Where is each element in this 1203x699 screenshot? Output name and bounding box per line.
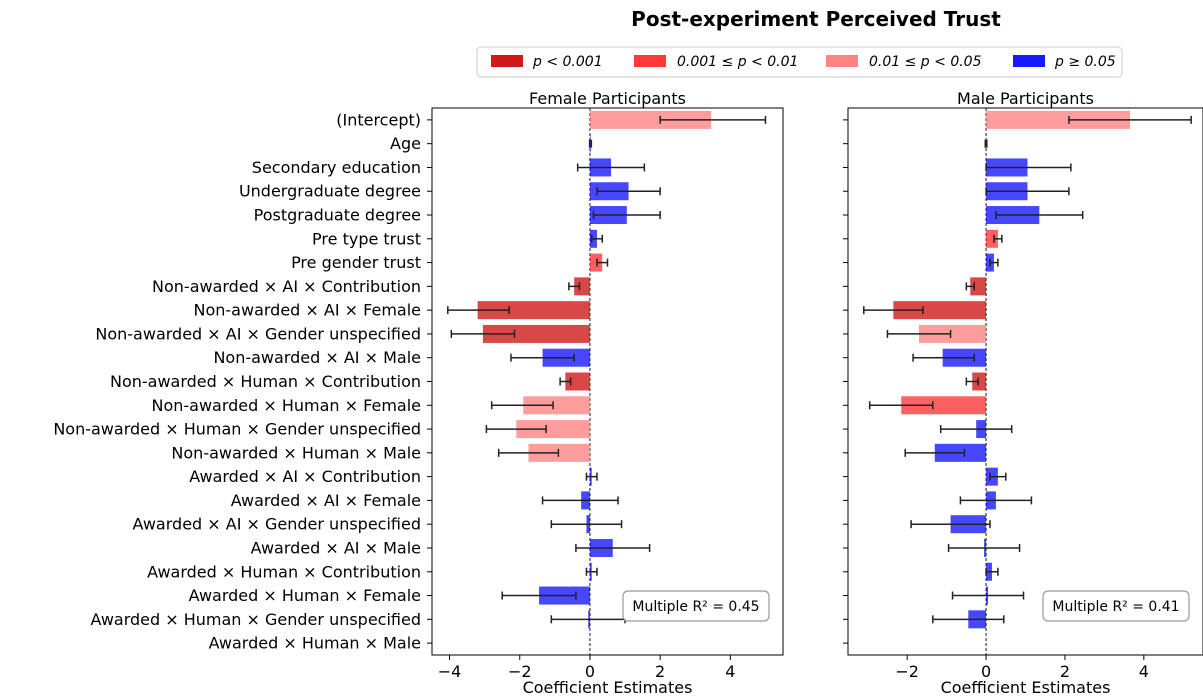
bar bbox=[589, 110, 712, 129]
bar bbox=[893, 301, 987, 320]
bar bbox=[477, 301, 590, 320]
bar bbox=[574, 277, 590, 296]
x-tick-label: 2 bbox=[655, 662, 665, 681]
x-axis-label: Coefficient Estimates bbox=[523, 678, 693, 697]
x-tick-label: −2 bbox=[895, 662, 919, 681]
x-tick-label: −2 bbox=[508, 662, 532, 681]
legend-swatch-p01 bbox=[634, 55, 666, 67]
x-tick-label: −4 bbox=[438, 662, 462, 681]
bar bbox=[972, 372, 987, 391]
r2-box bbox=[1042, 590, 1190, 622]
bar bbox=[901, 396, 987, 415]
y-tick-label: Awarded × Human × Male bbox=[209, 634, 421, 653]
y-tick-label: Undergraduate degree bbox=[239, 182, 421, 201]
legend-frame bbox=[476, 46, 1123, 78]
legend-swatch-p001 bbox=[491, 55, 523, 67]
bar bbox=[970, 277, 987, 296]
panel-0: Female Participants −4 −2 0 2 4 Coefficient Es… bbox=[427, 89, 784, 697]
y-tick-label: Age bbox=[390, 134, 421, 153]
y-axis-labels: (Intercept) Age Secondary education Undergr… bbox=[53, 110, 421, 652]
y-tick-label: Non-awarded × Human × Gender unspecified bbox=[53, 420, 421, 439]
y-tick-label: Awarded × AI × Contribution bbox=[189, 467, 421, 486]
figure-title: Post-experiment Perceived Trust bbox=[631, 7, 1001, 31]
bar bbox=[528, 443, 590, 462]
panel-title: Male Participants bbox=[957, 89, 1094, 108]
y-tick-label: Awarded × AI × Gender unspecified bbox=[133, 515, 421, 534]
bar bbox=[919, 324, 987, 343]
r2-box bbox=[622, 590, 770, 622]
legend-swatch-p05 bbox=[826, 55, 858, 67]
panel-title: Female Participants bbox=[529, 89, 686, 108]
panel-1: Male Participants −2 0 2 4 Coefficient Estima… bbox=[843, 89, 1203, 697]
x-axis-label: Coefficient Estimates bbox=[941, 678, 1111, 697]
legend-swatch-ns bbox=[1013, 55, 1045, 67]
legend-label-p001: p < 0.001 bbox=[532, 54, 603, 70]
bar bbox=[523, 396, 590, 415]
x-tick-label: 4 bbox=[1139, 662, 1149, 681]
legend-label-p01: 0.001 ≤ p < 0.01 bbox=[677, 54, 798, 70]
bar bbox=[986, 229, 998, 248]
y-tick-label: Non-awarded × Human × Contribution bbox=[110, 372, 421, 391]
panels: Female Participants −4 −2 0 2 4 Coefficient Es… bbox=[427, 89, 1203, 697]
y-tick-label: Non-awarded × AI × Contribution bbox=[152, 277, 421, 296]
bar bbox=[482, 324, 590, 343]
r2-label: Multiple R² = 0.45 bbox=[632, 599, 759, 615]
y-tick-label: Pre gender trust bbox=[291, 253, 421, 272]
legend: p < 0.001 0.001 ≤ p < 0.01 0.01 ≤ p < 0.05… bbox=[476, 46, 1123, 78]
y-tick-label: Non-awarded × Human × Male bbox=[171, 443, 421, 462]
bar bbox=[589, 253, 603, 272]
y-tick-label: Non-awarded × AI × Male bbox=[213, 348, 421, 367]
x-tick-label: 0 bbox=[981, 662, 991, 681]
legend-label-p05: 0.01 ≤ p < 0.05 bbox=[869, 54, 982, 70]
legend-label-ns: p ≥ 0.05 bbox=[1054, 54, 1116, 70]
x-tick-label: 2 bbox=[1060, 662, 1070, 681]
y-tick-label: Awarded × Human × Contribution bbox=[147, 562, 421, 581]
r2-label: Multiple R² = 0.41 bbox=[1052, 599, 1179, 615]
y-tick-label: Non-awarded × AI × Female bbox=[194, 301, 422, 320]
y-tick-label: Secondary education bbox=[252, 158, 421, 177]
y-tick-label: Awarded × Human × Gender unspecified bbox=[91, 610, 421, 629]
y-tick-label: (Intercept) bbox=[336, 110, 421, 129]
y-tick-label: Non-awarded × Human × Female bbox=[151, 396, 421, 415]
bar bbox=[565, 372, 590, 391]
y-tick-label: Awarded × AI × Female bbox=[231, 491, 421, 510]
y-tick-label: Awarded × AI × Male bbox=[251, 538, 421, 557]
y-tick-label: Pre type trust bbox=[312, 229, 421, 248]
y-tick-label: Awarded × Human × Female bbox=[189, 586, 421, 605]
y-tick-label: Postgraduate degree bbox=[254, 206, 421, 225]
bar bbox=[516, 420, 590, 439]
x-tick-label: 4 bbox=[725, 662, 735, 681]
y-tick-label: Non-awarded × AI × Gender unspecified bbox=[95, 324, 421, 343]
x-tick-label: 0 bbox=[585, 662, 595, 681]
bar bbox=[986, 110, 1131, 129]
